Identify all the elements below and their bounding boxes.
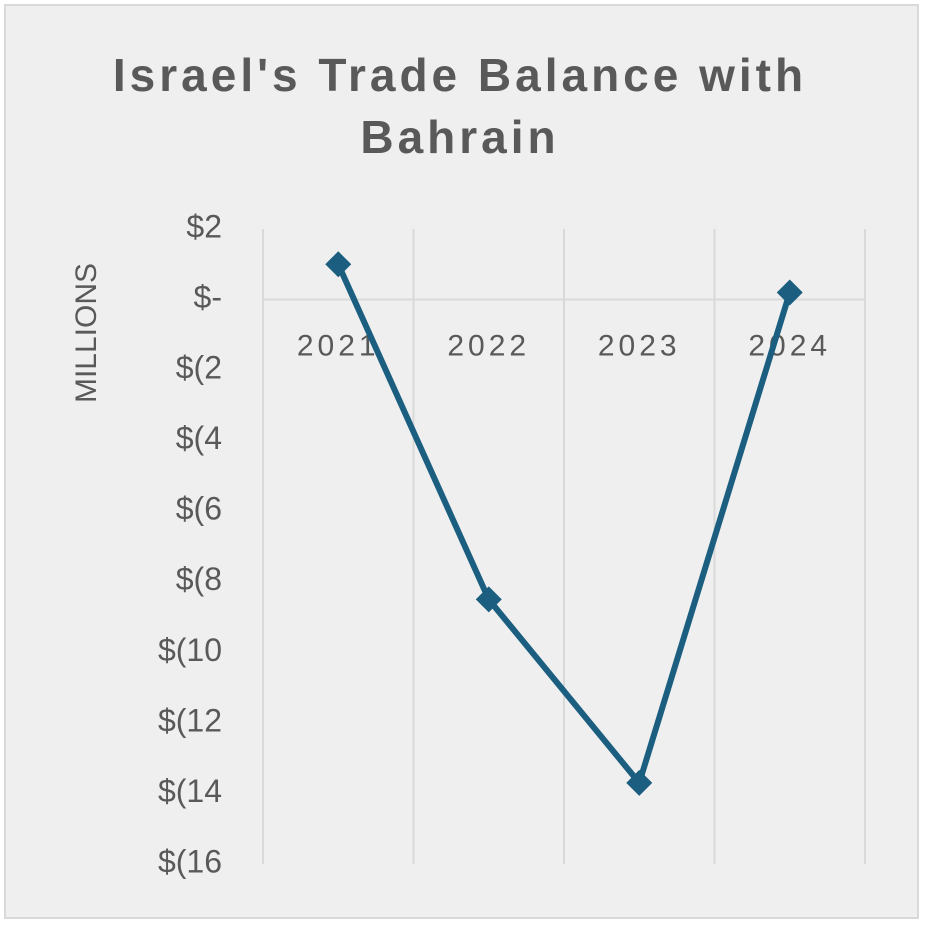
y-tick-label: $2 [186, 208, 222, 244]
chart-frame [4, 4, 919, 919]
y-tick-label: $(12 [158, 702, 222, 738]
y-tick-label: $(16 [158, 843, 222, 879]
data-marker [776, 279, 803, 306]
x-tick-label: 2024 [748, 329, 831, 362]
data-marker [325, 251, 352, 278]
y-tick-label: $(6 [176, 491, 222, 527]
data-line [335, 263, 793, 786]
y-tick-label: $(8 [176, 561, 222, 597]
y-tick-label: $(2 [176, 350, 222, 386]
x-tick-label: 2022 [447, 329, 530, 362]
chart-title: Israel's Trade Balance with Bahrain [112, 49, 808, 163]
data-marker [475, 586, 502, 613]
x-tick-label: 2021 [297, 329, 380, 362]
y-tick-label: $(14 [158, 773, 222, 809]
y-axis-label: MILLIONS [70, 263, 103, 403]
data-marker [626, 769, 653, 796]
y-tick-label: $(10 [158, 632, 222, 668]
x-tick-label: 2023 [598, 329, 681, 362]
y-tick-label: $(4 [176, 420, 222, 456]
y-tick-label: $- [194, 279, 222, 315]
